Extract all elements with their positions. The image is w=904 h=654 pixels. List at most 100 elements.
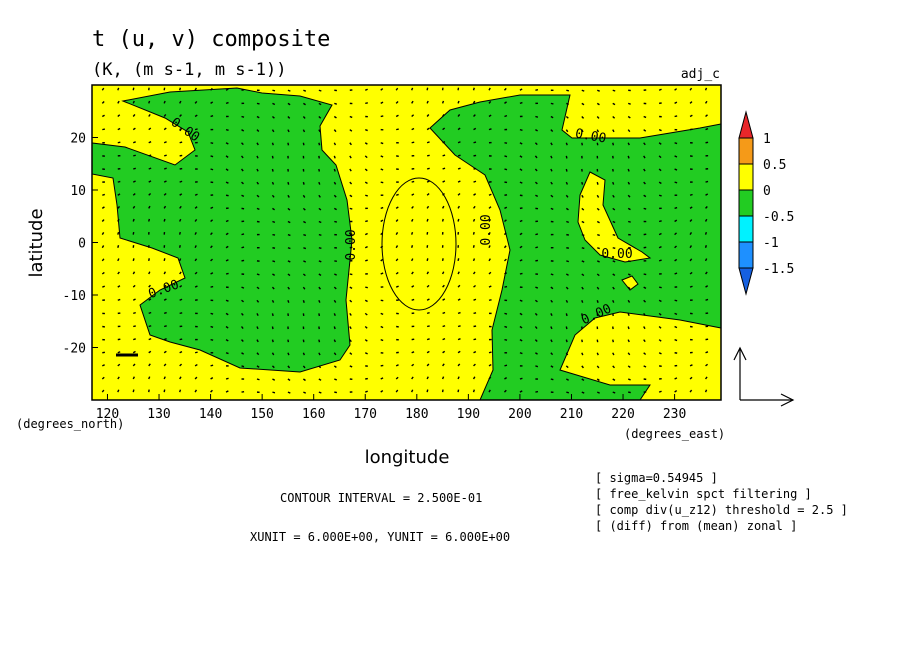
vector-arrow xyxy=(318,129,321,133)
vector-arrow xyxy=(519,352,523,355)
vector-arrow xyxy=(596,273,600,277)
vector-arrow xyxy=(535,352,538,355)
vector-arrow xyxy=(627,207,631,211)
vector-arrow xyxy=(705,193,709,196)
vector-arrow xyxy=(535,115,539,118)
vector-arrow xyxy=(581,116,585,119)
vector-arrow xyxy=(117,141,121,144)
vector-arrow xyxy=(101,376,105,380)
vector-arrow xyxy=(658,339,662,342)
vector-arrow xyxy=(411,363,415,367)
vector-arrow xyxy=(596,300,599,303)
vector-arrow xyxy=(132,100,135,104)
vector-arrow xyxy=(535,365,539,368)
vector-arrow xyxy=(271,115,275,119)
vector-arrow xyxy=(550,168,553,172)
vector-arrow xyxy=(596,352,599,356)
vector-arrow xyxy=(488,389,491,393)
vector-arrow xyxy=(658,352,662,355)
vector-arrow xyxy=(473,114,476,117)
vector-arrow xyxy=(272,378,276,381)
note-line: [ sigma=0.54945 ] xyxy=(595,471,718,485)
vector-arrow xyxy=(535,194,539,197)
vector-arrow xyxy=(643,181,646,185)
vector-arrow xyxy=(705,285,709,288)
vector-arrow xyxy=(318,142,321,146)
vector-arrow xyxy=(364,352,368,355)
colorbar-cell xyxy=(738,137,754,165)
vector-arrow xyxy=(612,115,616,119)
vector-arrow xyxy=(705,205,708,209)
vector-arrow xyxy=(442,337,446,341)
vector-arrow xyxy=(550,326,553,330)
vector-arrow xyxy=(596,142,599,146)
vector-arrow xyxy=(504,219,507,223)
vector-arrow xyxy=(565,129,569,133)
vector-arrow xyxy=(550,378,554,381)
vector-arrow xyxy=(365,220,368,223)
vector-arrow xyxy=(504,272,508,275)
vector-arrow xyxy=(117,218,120,222)
vector-arrow xyxy=(426,141,430,144)
vector-arrow xyxy=(565,142,568,146)
vector-arrow xyxy=(302,365,306,369)
vector-arrow xyxy=(627,326,630,330)
vector-arrow xyxy=(488,87,491,91)
vector-arrow xyxy=(565,326,568,330)
vector-arrow xyxy=(132,180,136,183)
vector-arrow xyxy=(334,273,337,276)
vector-arrow xyxy=(550,313,553,317)
vector-arrow xyxy=(318,378,322,381)
vector-arrow xyxy=(534,312,538,316)
vector-arrow xyxy=(519,339,523,342)
vector-arrow xyxy=(643,194,647,198)
vector-arrow xyxy=(627,168,630,172)
note-line: [ (diff) from (mean) zonal ] xyxy=(595,519,797,533)
vector-arrow xyxy=(241,129,245,132)
vector-arrow xyxy=(256,378,260,381)
vector-arrow xyxy=(365,286,368,289)
vector-arrow xyxy=(411,258,414,262)
vector-arrow xyxy=(581,142,584,146)
vector-arrow xyxy=(442,363,445,367)
vector-arrow xyxy=(472,271,476,275)
vector-arrow xyxy=(241,88,245,91)
vector-arrow xyxy=(473,312,477,315)
vector-arrow xyxy=(364,245,368,249)
vector-arrow xyxy=(241,246,245,249)
vector-arrow xyxy=(704,389,708,393)
vector-arrow xyxy=(596,378,600,382)
vector-arrow xyxy=(519,325,523,329)
colorbar-label: 1 xyxy=(763,132,771,147)
vector-arrow xyxy=(426,87,429,91)
vector-arrow xyxy=(550,194,554,198)
vector-arrow xyxy=(287,300,290,303)
vector-arrow xyxy=(318,247,322,250)
vector-arrow xyxy=(302,273,306,277)
vector-arrow xyxy=(565,273,569,276)
vector-arrow xyxy=(534,299,538,303)
vector-arrow xyxy=(179,127,183,131)
vector-arrow xyxy=(210,219,214,223)
vector-arrow xyxy=(627,299,631,303)
vector-arrow xyxy=(380,325,384,329)
vector-field xyxy=(101,87,709,394)
vector-arrow xyxy=(658,181,662,185)
vector-arrow xyxy=(442,350,446,354)
vector-arrow xyxy=(426,363,430,367)
vector-arrow xyxy=(179,141,183,144)
vector-arrow xyxy=(194,376,198,380)
vector-arrow xyxy=(705,180,709,183)
vector-arrow xyxy=(132,114,136,117)
vector-arrow xyxy=(643,142,646,146)
vector-arrow xyxy=(581,220,585,224)
vector-arrow xyxy=(240,312,244,316)
vector-arrow xyxy=(704,218,708,222)
vector-arrow xyxy=(627,194,631,198)
vector-arrow xyxy=(132,87,135,91)
vector-arrow xyxy=(442,127,446,131)
vector-arrow xyxy=(163,100,166,104)
vector-arrow xyxy=(658,155,662,159)
vector-arrow xyxy=(565,365,569,369)
vector-arrow xyxy=(132,218,135,222)
